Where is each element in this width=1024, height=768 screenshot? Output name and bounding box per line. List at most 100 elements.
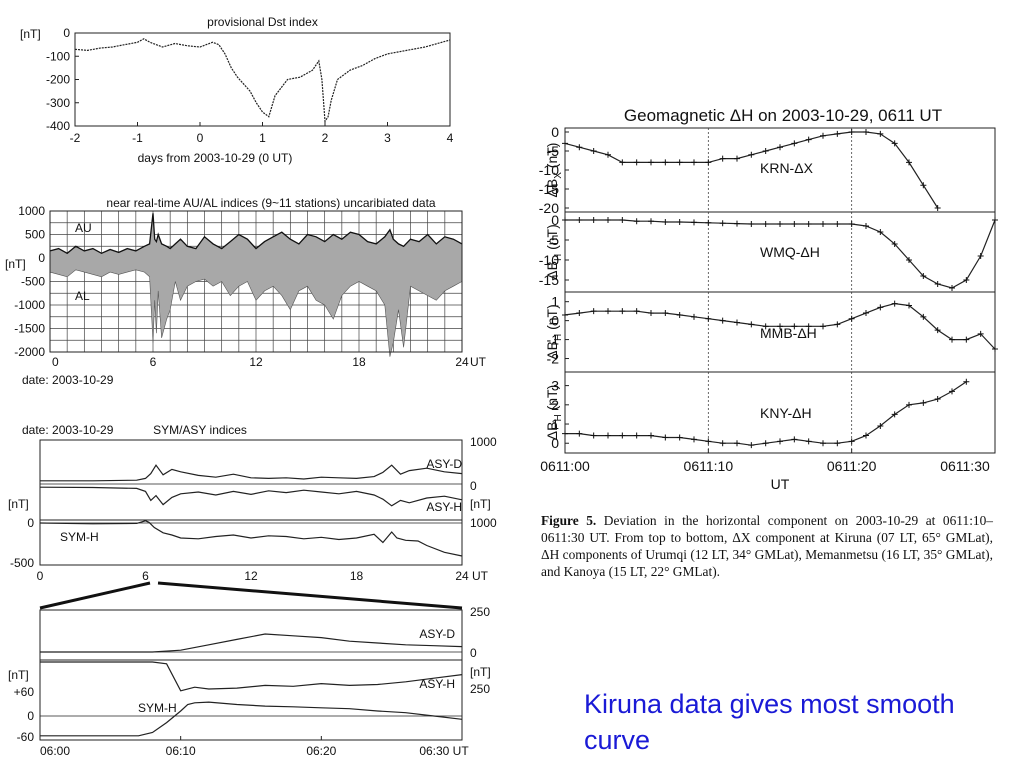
au-al-ylabel: [nT] — [5, 257, 26, 271]
zoom-ylabel-right: [nT] — [470, 665, 491, 679]
geomag-point-marker — [719, 440, 726, 447]
geomag-ylabel: ΔBX (nT) — [544, 143, 564, 198]
geomag-point-marker — [590, 308, 597, 315]
zoom-left-tick: 0 — [27, 709, 34, 723]
zoom-right-tick: 250 — [470, 682, 490, 696]
figure-caption: Figure 5. Deviation in the horizontal co… — [541, 512, 993, 580]
geomag-point-marker — [633, 218, 640, 225]
geomag-point-marker — [648, 432, 654, 439]
geomag-point-marker — [963, 336, 970, 343]
geomag-point-marker — [820, 132, 826, 139]
au-al-ytick-label: -1500 — [14, 322, 45, 336]
au-al-xtick-label: 24 — [455, 355, 469, 369]
dst-xtick-label: -1 — [132, 131, 143, 145]
zoom-xtick-label: 06:00 — [40, 744, 70, 758]
geomag-point-marker — [834, 321, 841, 328]
geomag-ytick-label: 0 — [551, 435, 559, 451]
sym-asy-zoom-chart: ASY-D ASY-H SYM-H [nT] [nT] +60 0 -60 250 0 250 06:… — [8, 605, 491, 758]
zoom-xtick-label: 06:20 — [306, 744, 336, 758]
geomag-point-marker — [719, 317, 726, 324]
au-al-xtick-label: 12 — [249, 355, 263, 369]
geomag-point-marker — [863, 310, 869, 317]
dst-ytick-label: -200 — [46, 73, 70, 87]
geomag-point-marker — [920, 273, 927, 279]
geomag-panel-label: KRN-ΔX — [760, 160, 814, 176]
geomag-ytick-label: 3 — [551, 378, 559, 394]
geomag-point-marker — [748, 151, 755, 158]
geomag-point-marker — [633, 432, 640, 439]
geomag-point-marker — [691, 159, 697, 166]
geomag-point-marker — [920, 182, 927, 189]
dst-xtick-label: 1 — [259, 131, 266, 145]
geomag-point-marker — [791, 436, 798, 443]
dst-ytick-label: -300 — [46, 96, 70, 110]
geomag-point-marker — [648, 159, 654, 166]
zoom-left-tick: +60 — [14, 685, 35, 699]
geomag-ytick-label: -20 — [539, 200, 559, 216]
geomag-point-marker — [834, 440, 841, 447]
geomag-ylabel-unit: (nT) — [544, 385, 560, 415]
geomag-point-marker — [934, 396, 941, 403]
geomag-point-marker — [734, 155, 740, 162]
geomag-point-marker — [676, 219, 683, 225]
geomag-ylabel-subscript: H — [553, 414, 564, 421]
geomag-point-marker — [820, 323, 826, 330]
geomag-xtick-label: 0611:10 — [684, 458, 734, 474]
dst-frame — [74, 32, 451, 127]
sym-asy-xtick-label: 24 — [455, 569, 469, 583]
geomag-point-marker — [576, 144, 583, 151]
geomag-point-marker — [891, 300, 898, 307]
geomag-point-marker — [891, 241, 898, 247]
geomag-ytick-label: 1 — [551, 294, 559, 310]
au-al-xtick-label: 0 — [52, 355, 59, 369]
geomag-ytick-label: -2 — [547, 351, 560, 367]
sym-asy-right-tick: 0 — [470, 479, 477, 493]
geomag-ytick-label: 0 — [551, 313, 559, 329]
al-label: AL — [75, 289, 90, 303]
geomag-point-marker — [662, 434, 669, 441]
geomag-point-marker — [920, 399, 927, 406]
geomag-point-marker — [676, 311, 683, 318]
geomag-point-marker — [791, 323, 798, 330]
au-al-ytick-label: 0 — [38, 251, 45, 265]
zoom-asy-d-line — [40, 633, 463, 653]
zoom-xtick-label: 06:10 — [166, 744, 196, 758]
geomag-point-marker — [576, 310, 583, 317]
geomag-point-marker — [705, 159, 712, 166]
sym-asy-xtick-label: 6 — [142, 569, 149, 583]
geomag-ytick-label: 1 — [551, 416, 559, 432]
geomag-point-marker — [648, 218, 654, 225]
geomag-point-marker — [762, 440, 769, 447]
au-al-ytick-label: -2000 — [14, 345, 45, 359]
geomag-point-marker — [805, 221, 812, 227]
au-al-frame — [49, 210, 463, 353]
zoom-connector-left — [39, 581, 151, 610]
geomag-point-marker — [590, 432, 597, 439]
geomag-point-marker — [963, 277, 970, 283]
dst-xlabel: days from 2003-10-29 (0 UT) — [138, 151, 293, 165]
geomag-title: Geomagnetic ΔH on 2003-10-29, 0611 UT — [624, 106, 942, 125]
dst-ytick-label: -400 — [46, 119, 70, 133]
zoom-sym-h-line — [40, 701, 463, 737]
dst-title: provisional Dst index — [207, 15, 318, 29]
geomag-point-marker — [719, 155, 726, 162]
dst-ytick-label: 0 — [63, 26, 70, 40]
geomag-ylabel-unit: (nT) — [544, 143, 560, 173]
geomag-point-marker — [605, 151, 611, 158]
geomag-point-marker — [848, 315, 855, 322]
geomag-point-marker — [748, 221, 755, 227]
geomag-point-marker — [777, 438, 783, 445]
geomag-chart: Geomagnetic ΔH on 2003-10-29, 0611 UT 0 -5… — [539, 106, 998, 492]
geomag-point-marker — [992, 346, 998, 353]
caption-text: Deviation in the horizontal component on… — [541, 513, 994, 579]
zoom-asy-h-line — [40, 661, 463, 692]
geomag-point-marker — [906, 257, 912, 263]
geomag-point-marker — [576, 217, 583, 223]
dst-xtick-label: 0 — [197, 131, 204, 145]
sym-asy-chart: SYM/ASY indices date: 2003-10-29 ASY-D ASY-… — [8, 423, 497, 610]
geomag-point-marker — [891, 411, 898, 418]
au-al-title: near real-time AU/AL indices (9~11 stati… — [106, 196, 436, 210]
geomag-point-marker — [605, 217, 611, 223]
sym-asy-ylabel-right: [nT] — [470, 497, 491, 511]
